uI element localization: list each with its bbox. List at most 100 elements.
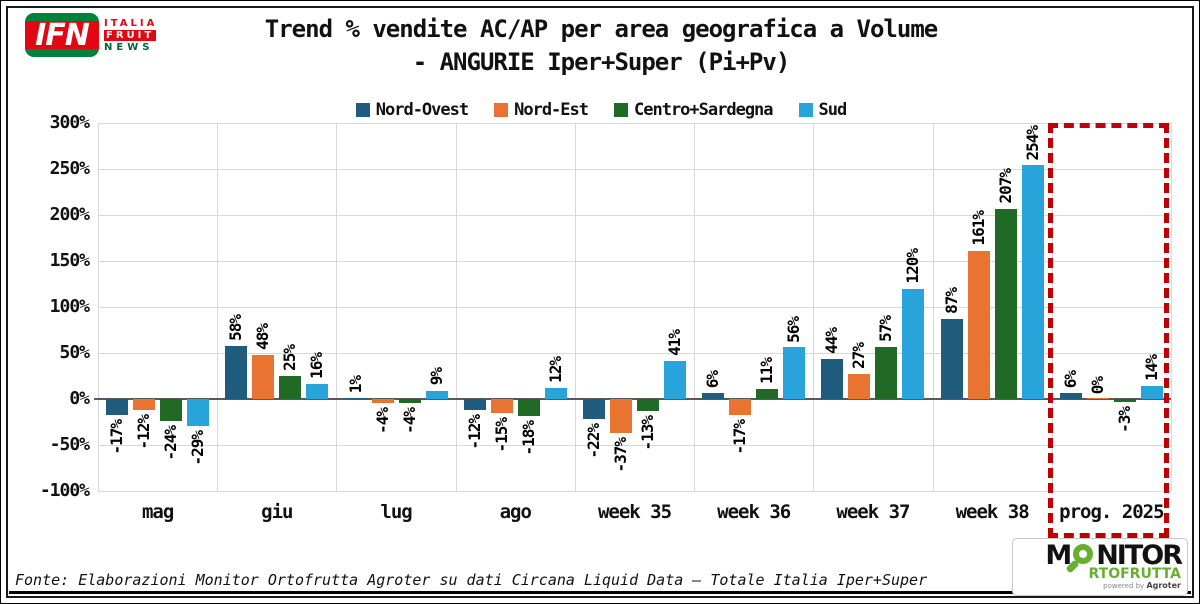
x-tick-prog--2025: prog. 2025: [1059, 501, 1164, 523]
bar-nord-est-mag: [133, 399, 156, 411]
bar-centro+sardegna-week-36: [756, 388, 779, 399]
gridline-h-50: [98, 352, 1171, 354]
zero-axis-line: [94, 398, 1171, 400]
y-tick-label: 0%: [69, 388, 90, 409]
bar-centro+sardegna-prog--2025: [1113, 399, 1136, 402]
gridline-v: [574, 123, 576, 491]
bar-nord-est-week-36: [729, 399, 752, 415]
bar-nord-est-lug: [371, 399, 394, 403]
bar-sud-week-37: [902, 288, 925, 399]
legend-label: Nord-Est: [514, 100, 589, 120]
bar-sud-week-38: [1021, 165, 1044, 399]
bar-nord-est-prog--2025: [1086, 397, 1109, 399]
bar-value-label: 207%: [995, 169, 1015, 204]
monitor-letters-nitor: NITOR: [1096, 540, 1183, 571]
bar-nord-ovest-week-38: [940, 318, 963, 399]
bar-nord-ovest-week-35: [583, 399, 605, 420]
bar-nord-ovest-week-37: [821, 358, 844, 399]
bar-value-label: -37%: [611, 438, 630, 473]
gridline-v: [455, 123, 457, 491]
bar-nord-ovest-ago: [463, 399, 486, 411]
bar-value-label: 16%: [307, 353, 327, 380]
gridline-v: [693, 123, 695, 491]
bar-sud-prog--2025: [1140, 386, 1163, 399]
ifn-red-band: [25, 21, 99, 49]
ifn-logo: IFN ITALIA FRUIT NEWS: [25, 13, 157, 57]
bar-value-label: 41%: [665, 330, 684, 357]
bar-value-label: 1%: [345, 375, 365, 394]
x-tick-giu: giu: [261, 501, 293, 523]
bar-nord-est-ago: [490, 399, 513, 413]
bar-centro+sardegna-ago: [517, 399, 540, 416]
gridline-v: [812, 123, 814, 491]
bar-centro+sardegna-week-35: [637, 399, 659, 411]
bar-value-label: 27%: [849, 343, 869, 370]
bar-sud-mag: [187, 399, 210, 426]
x-axis: mag giu lug ago week 35 week 36 week 37 week 38…: [98, 501, 1171, 527]
gridline-v: [335, 123, 337, 491]
bar-nord-ovest-week-36: [702, 393, 725, 399]
legend-label: Sud: [818, 100, 848, 120]
ifn-word-fruit: FRUIT: [104, 29, 157, 41]
legend-swatch-icon: [494, 103, 509, 117]
gridline-h--100: [98, 490, 1171, 492]
y-tick-label: 200%: [49, 204, 90, 225]
bar-value-label: 120%: [903, 249, 923, 284]
bar-sud-week-36: [783, 347, 806, 399]
legend-swatch-icon: [355, 103, 370, 117]
bar-value-label: -13%: [638, 415, 657, 451]
bar-value-label: 9%: [426, 368, 446, 386]
bar-value-label: -17%: [730, 419, 750, 455]
bar-nord-est-week-38: [967, 250, 990, 399]
bar-value-label: 57%: [876, 315, 896, 342]
y-tick-label: 100%: [49, 296, 90, 317]
bar-value-label: 48%: [253, 323, 273, 350]
monitor-ortofrutta-logo: M NITOR RTOFRUTTA powered by Agroter: [1012, 538, 1188, 596]
x-tick-week-36: week 36: [717, 501, 791, 523]
bar-value-label: -24%: [161, 426, 181, 461]
bar-nord-est-giu: [252, 354, 275, 399]
bar-sud-week-35: [664, 361, 686, 399]
bar-nord-ovest-lug: [344, 397, 367, 399]
monitor-wordmark: M NITOR: [1045, 540, 1183, 574]
chart-legend: Nord-Ovest Nord-Est Centro+Sardegna Sud: [1, 100, 1200, 120]
ifn-badge: IFN: [25, 13, 99, 57]
x-tick-ago: ago: [499, 501, 532, 523]
bar-nord-ovest-mag: [106, 399, 129, 415]
legend-item-sud: Sud: [798, 100, 848, 120]
chart-title-line1: Trend % vendite AC/AP per area geografic…: [264, 15, 938, 43]
chart-title-line2: - ANGURIE Iper+Super (Pi+Pv): [412, 48, 791, 76]
bar-value-label: -15%: [491, 417, 511, 453]
powered-by-agroter: powered by Agroter: [1103, 581, 1181, 590]
bar-value-label: -29%: [188, 430, 208, 466]
bar-nord-est-week-35: [610, 399, 632, 434]
bar-nord-ovest-giu: [225, 345, 248, 399]
gridline-v: [97, 123, 99, 491]
x-tick-week-35: week 35: [597, 501, 672, 523]
x-tick-week-37: week 37: [836, 501, 910, 523]
legend-item-nord-ovest: Nord-Ovest: [355, 100, 469, 120]
bar-value-label: 87%: [941, 288, 961, 314]
bar-centro+sardegna-week-37: [875, 346, 898, 399]
y-tick-label: 300%: [49, 112, 90, 133]
bar-centro+sardegna-giu: [279, 376, 302, 399]
gridline-h-250: [98, 168, 1171, 170]
bar-sud-ago: [544, 387, 567, 399]
bar-value-label: -4%: [399, 407, 419, 434]
chart-title: Trend % vendite AC/AP per area geografic…: [1, 13, 1200, 79]
y-axis: 300% 250% 200% 150% 100% 50% 0% -50% -100%: [1, 112, 90, 501]
legend-item-nord-est: Nord-Est: [494, 100, 589, 120]
bar-value-label: 12%: [545, 357, 565, 383]
plot-area: -17% 58% 1% -12% -22% 6% 44% 87% 6% -12% 48% -4% -15…: [94, 122, 1172, 492]
gridline-h-100: [98, 306, 1171, 308]
bar-value-label: -4%: [372, 407, 392, 434]
y-tick-label: 50%: [59, 342, 90, 363]
bar-nord-ovest-prog--2025: [1059, 393, 1082, 399]
ifn-word-news: NEWS: [104, 41, 154, 53]
bar-value-label: -12%: [134, 415, 154, 450]
legend-swatch-icon: [614, 103, 628, 117]
ifn-word-italia: ITALIA: [104, 17, 158, 29]
ifn-acronym: IFN: [35, 17, 90, 53]
bar-value-label: 11%: [757, 357, 777, 384]
bar-value-label: 44%: [822, 327, 842, 354]
